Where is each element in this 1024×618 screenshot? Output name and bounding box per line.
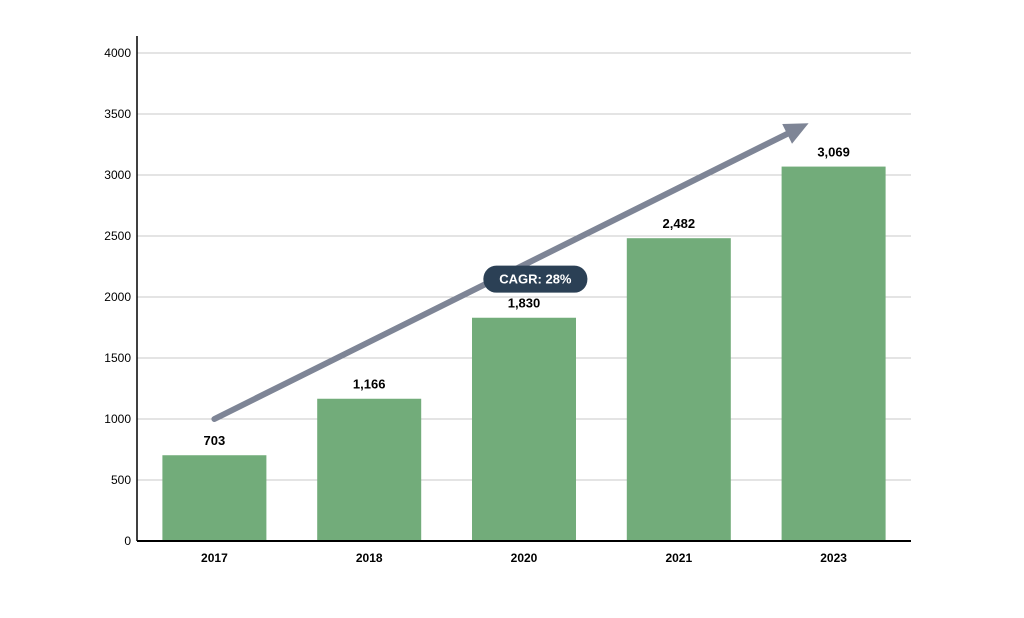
bar-2023 xyxy=(781,166,886,541)
y-tick-label-3500: 3500 xyxy=(104,107,131,121)
y-tick-label-500: 500 xyxy=(111,473,131,487)
bars xyxy=(162,166,886,542)
y-tick-label-2000: 2000 xyxy=(104,290,131,304)
y-tick-label-2500: 2500 xyxy=(104,229,131,243)
bar-2017 xyxy=(162,455,267,541)
trend-arrow-head xyxy=(782,123,809,144)
y-tick-label-4000: 4000 xyxy=(104,46,131,60)
x-tick-label-2020: 2020 xyxy=(511,551,538,565)
cagr-badge-background xyxy=(483,265,588,293)
x-tick-label-2018: 2018 xyxy=(356,551,383,565)
x-tick-label-2023: 2023 xyxy=(820,551,847,565)
axes xyxy=(136,36,911,542)
bar-2020 xyxy=(472,317,576,541)
y-tick-label-1000: 1000 xyxy=(104,412,131,426)
x-tick-label-2017: 2017 xyxy=(201,551,228,565)
y-tick-label-0: 0 xyxy=(124,534,131,548)
data-label-2018: 1,166 xyxy=(353,377,386,392)
bar-2021 xyxy=(626,238,731,542)
data-label-2021: 2,482 xyxy=(663,216,696,231)
cagr-badge: CAGR: 28% xyxy=(483,265,588,293)
bar-2018 xyxy=(317,398,422,541)
data-label-2020: 1,830 xyxy=(508,296,541,311)
x-tick-label-2021: 2021 xyxy=(665,551,692,565)
cagr-badge-label: CAGR: 28% xyxy=(499,272,572,287)
y-tick-label-1500: 1500 xyxy=(104,351,131,365)
data-label-2023: 3,069 xyxy=(817,145,850,160)
labels: 0 500 1000 1500 2000 2500 3000 3500 4000 703 2017 1… xyxy=(104,46,850,565)
y-tick-label-3000: 3000 xyxy=(104,168,131,182)
data-label-2017: 703 xyxy=(204,433,226,448)
